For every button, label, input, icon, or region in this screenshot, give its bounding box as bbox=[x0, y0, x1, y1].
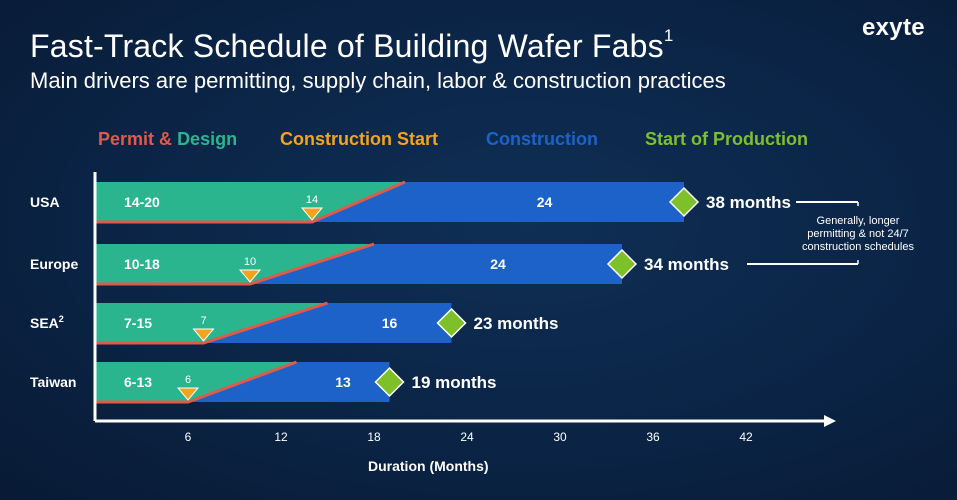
x-tick-label: 6 bbox=[185, 430, 192, 444]
permit-design-area bbox=[95, 362, 297, 402]
legend-construction: Construction bbox=[486, 129, 598, 149]
construction-start-marker bbox=[176, 387, 200, 401]
x-tick-label: 24 bbox=[460, 430, 474, 444]
page-title: Fast-Track Schedule of Building Wafer Fa… bbox=[30, 26, 674, 64]
category-label: Europe bbox=[30, 256, 78, 272]
legend-construction-start: Construction Start bbox=[280, 129, 439, 149]
permit-line bbox=[95, 242, 375, 286]
axes-layer: USA Europe SEA2 Taiwan Generally, longerperm… bbox=[30, 172, 914, 444]
permit-range-label: 7-15 bbox=[124, 315, 152, 331]
start-of-production-marker bbox=[668, 186, 700, 218]
legend-amp: & bbox=[159, 129, 173, 149]
category-label: USA bbox=[30, 194, 60, 210]
permit-range-label: 10-18 bbox=[124, 256, 160, 272]
total-months-label: 23 months bbox=[474, 314, 559, 333]
total-months-label: 19 months bbox=[412, 373, 497, 392]
construction-start-marker bbox=[238, 269, 262, 283]
legend-start-of-production: Start of Production bbox=[645, 129, 808, 149]
construction-start-label: 10 bbox=[244, 256, 256, 268]
x-tick-label: 18 bbox=[367, 430, 381, 444]
permit-design-area bbox=[95, 244, 374, 284]
title-footnote: 1 bbox=[663, 26, 674, 45]
construction-duration-label: 24 bbox=[537, 194, 553, 210]
category-label: SEA2 bbox=[30, 314, 64, 331]
construction-start-marker bbox=[192, 328, 215, 342]
construction-start-label: 6 bbox=[185, 374, 191, 386]
legend-permit-label: Permit bbox=[98, 129, 155, 149]
total-months-label: 34 months bbox=[644, 255, 729, 274]
permit-line bbox=[95, 360, 298, 404]
annotation-line: permitting & not 24/7 bbox=[807, 228, 909, 240]
legend-permit-design: Permit & Design bbox=[98, 129, 237, 150]
construction-duration-label: 16 bbox=[382, 315, 398, 331]
exyte-logo: exyte bbox=[862, 14, 925, 41]
bars-layer: 14-20 14 24 38 months 10-18 10 24 34 months 7-15… bbox=[95, 180, 791, 404]
category-footnote: 2 bbox=[59, 314, 64, 324]
permit-design-area bbox=[95, 182, 405, 222]
x-tick-label: 30 bbox=[553, 430, 567, 444]
permit-line bbox=[95, 180, 406, 224]
x-tick-label: 36 bbox=[646, 430, 660, 444]
construction-duration-label: 24 bbox=[490, 256, 506, 272]
permit-range-label: 6-13 bbox=[124, 374, 152, 390]
permit-range-label: 14-20 bbox=[124, 194, 160, 210]
category-label: Taiwan bbox=[30, 374, 76, 390]
x-axis-label: Duration (Months) bbox=[368, 458, 489, 474]
construction-start-marker bbox=[300, 207, 324, 221]
x-tick-label: 42 bbox=[739, 430, 753, 444]
annotation-line: construction schedules bbox=[802, 241, 914, 253]
permit-line bbox=[95, 301, 328, 345]
construction-start-label: 7 bbox=[200, 315, 206, 327]
x-tick-label: 12 bbox=[274, 430, 288, 444]
annotation-line: Generally, longer bbox=[817, 215, 900, 227]
legend-design-label: Design bbox=[177, 129, 238, 149]
construction-start-label: 14 bbox=[306, 194, 318, 206]
construction-duration-label: 13 bbox=[335, 374, 351, 390]
start-of-production-marker bbox=[606, 248, 638, 280]
permit-design-area bbox=[95, 303, 328, 343]
start-of-production-marker bbox=[436, 307, 467, 339]
x-axis-arrow bbox=[824, 415, 836, 427]
page-subtitle: Main drivers are permitting, supply chai… bbox=[30, 68, 726, 93]
start-of-production-marker bbox=[374, 366, 405, 398]
total-months-label: 38 months bbox=[706, 193, 791, 212]
